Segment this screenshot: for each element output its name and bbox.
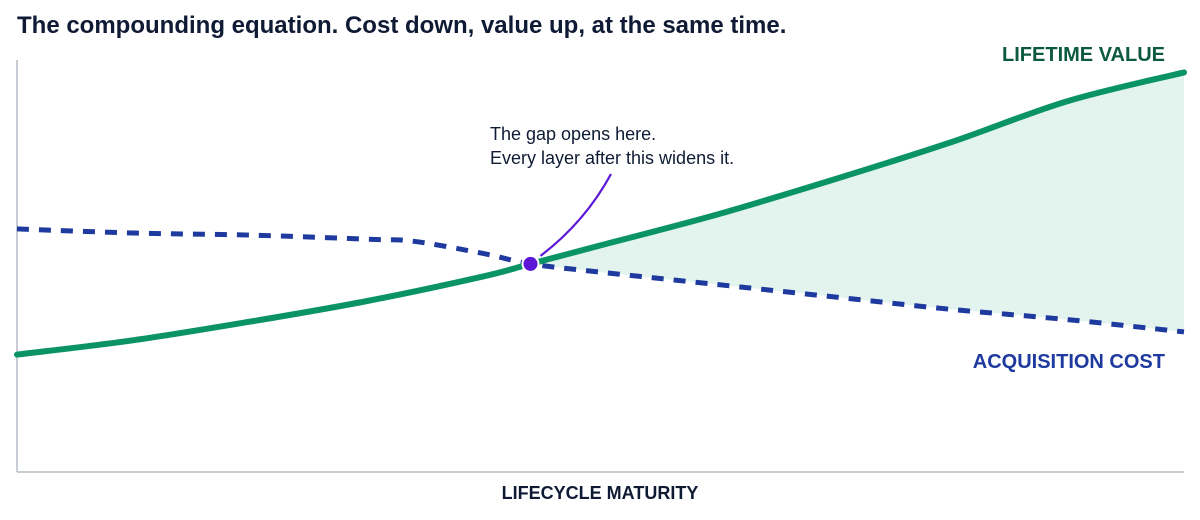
series-label-lifetime-value: LIFETIME VALUE: [1002, 44, 1165, 66]
x-axis-label: LIFECYCLE MATURITY: [502, 483, 699, 503]
annotation-line-1: The gap opens here.: [490, 124, 656, 144]
intersection-marker: [521, 254, 540, 273]
series-label-acquisition-cost: ACQUISITION COST: [973, 351, 1165, 373]
annotation-line-2: Every layer after this widens it.: [490, 148, 734, 168]
series-line-acquisition-cost: [16, 226, 1185, 335]
annotation-arrow: [539, 173, 612, 257]
chart-title: The compounding equation. Cost down, val…: [17, 12, 787, 39]
gap-shaded-area: [530, 72, 1184, 332]
series-line-lifetime-value: [14, 69, 1187, 358]
